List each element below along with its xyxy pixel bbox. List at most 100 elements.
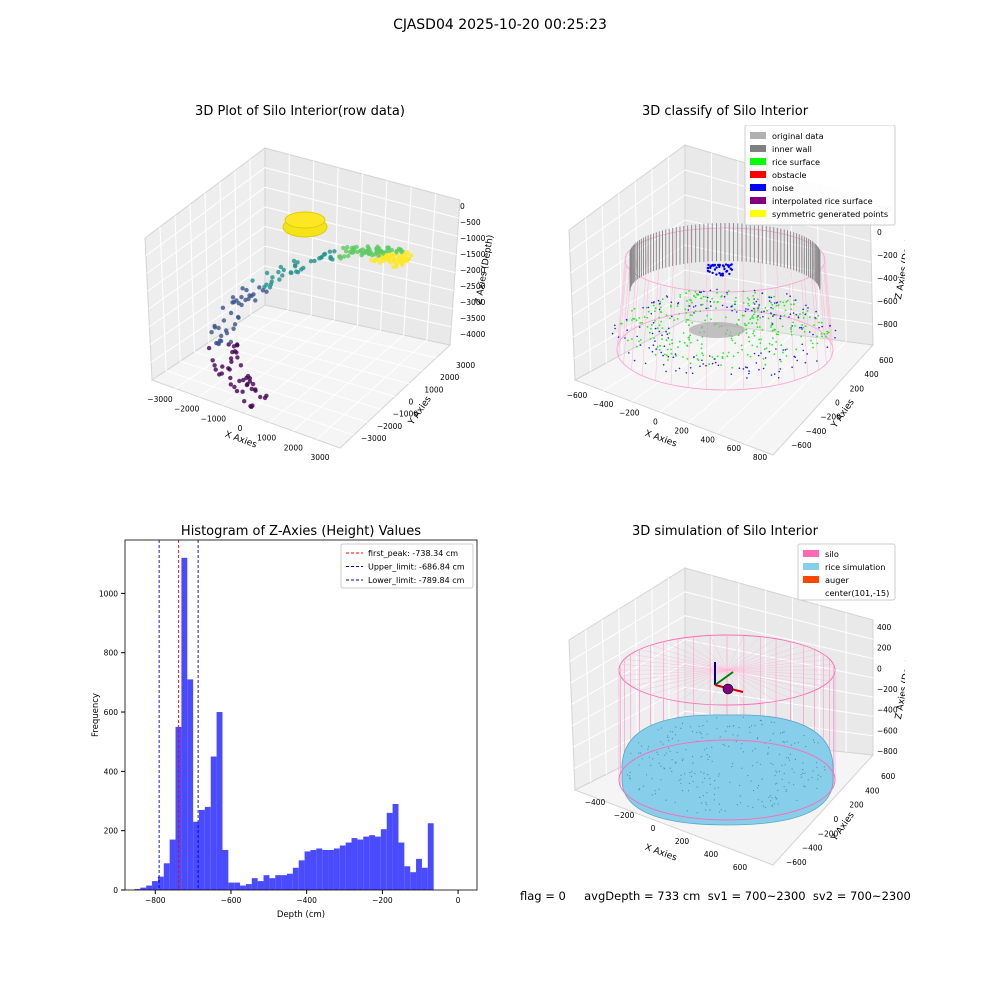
- data-point: [381, 258, 386, 263]
- rice-mesh-point: [781, 778, 783, 780]
- histogram-bar: [357, 839, 364, 890]
- data-point: [288, 270, 293, 275]
- noise-point: [801, 328, 803, 330]
- legend-label: center(101,-15): [825, 588, 889, 598]
- rice-surface-point: [742, 290, 745, 293]
- z-axis-label: Z Axies (Depth): [894, 649, 905, 720]
- noise-point: [735, 311, 738, 313]
- data-point: [381, 255, 386, 260]
- rice-mesh-point: [771, 797, 773, 799]
- rice-mesh-point: [700, 756, 702, 758]
- noise-point: [788, 316, 790, 318]
- rice-mesh-point: [705, 747, 707, 749]
- rice-surface-point: [633, 307, 636, 310]
- data-point: [220, 305, 226, 310]
- noise-point: [772, 315, 774, 317]
- data-point: [253, 388, 258, 393]
- rice-mesh-point: [732, 725, 734, 727]
- rice-surface-point: [702, 295, 705, 298]
- grid-line: [585, 217, 592, 372]
- rice-mesh-point: [779, 732, 782, 734]
- data-point: [227, 367, 232, 372]
- rice-mesh-point: [692, 762, 694, 764]
- grid-line: [601, 619, 607, 775]
- rice-mesh-point: [727, 726, 729, 728]
- rice-surface-point: [726, 355, 729, 358]
- x-tick-label: 400: [701, 435, 716, 444]
- rice-surface-point: [811, 342, 814, 345]
- grid-line: [249, 159, 252, 315]
- noise-point: [662, 364, 665, 366]
- rice-surface-point: [753, 330, 755, 332]
- data-point: [372, 258, 377, 264]
- histogram-bar: [169, 839, 176, 890]
- rice-surface-point: [793, 303, 795, 306]
- legend-label: first_peak: -738.34 cm: [368, 549, 458, 558]
- rice-surface-point: [782, 301, 785, 304]
- rice-surface-point: [816, 342, 819, 345]
- rice-mesh-point: [660, 765, 662, 767]
- rice-mesh-point: [638, 789, 640, 791]
- rice-mesh-point: [699, 731, 701, 733]
- noise-point: [763, 310, 765, 313]
- rice-mesh-point: [791, 768, 793, 770]
- noise-point: [688, 305, 691, 307]
- rice-surface-point: [700, 347, 703, 350]
- rice-surface-point: [677, 346, 679, 348]
- rice-mesh-point: [750, 725, 752, 727]
- grid-line: [651, 588, 655, 751]
- data-point: [239, 302, 244, 308]
- data-point: [360, 247, 366, 252]
- rice-surface-point: [749, 355, 752, 358]
- rice-surface-point: [804, 325, 807, 327]
- rice-mesh-point: [739, 784, 741, 787]
- rice-surface-point: [751, 315, 754, 318]
- legend-label: symmetric generated points: [772, 209, 888, 219]
- rice-surface-point: [700, 297, 702, 300]
- rice-surface-point: [761, 329, 764, 331]
- noise-point: [770, 312, 772, 314]
- legend-label: obstacle: [772, 170, 807, 180]
- rice-mesh-point: [758, 784, 760, 787]
- silo-wire: [639, 649, 728, 671]
- silo-wire: [726, 669, 745, 705]
- grid-line: [601, 205, 607, 363]
- x-tick-label: −600: [221, 896, 242, 905]
- silo-wire: [663, 641, 728, 671]
- rice-mesh-point: [701, 802, 703, 804]
- rice-mesh-point: [750, 780, 752, 782]
- noise-point: [718, 265, 721, 269]
- noise-point: [665, 370, 667, 373]
- data-point: [281, 267, 286, 273]
- rice-surface-point: [659, 300, 662, 303]
- noise-point: [708, 270, 711, 273]
- rice-surface-point: [783, 314, 786, 317]
- rice-surface-point: [794, 325, 796, 327]
- data-point: [246, 296, 251, 302]
- rice-surface-point: [707, 307, 709, 310]
- rice-mesh-point: [706, 754, 708, 756]
- rice-surface-point: [715, 307, 717, 310]
- noise-point: [677, 303, 679, 305]
- z-tick-label: 400: [877, 623, 892, 632]
- rice-mesh-point: [665, 752, 667, 754]
- x-tick-label: −2000: [174, 405, 200, 414]
- rice-surface-point: [667, 359, 669, 361]
- rice-mesh-point: [641, 758, 643, 760]
- rice-surface-point: [688, 338, 691, 341]
- rice-mesh-point: [785, 790, 787, 792]
- rice-surface-point: [660, 306, 662, 309]
- rice-mesh-point: [775, 770, 777, 772]
- rice-surface-point: [757, 298, 759, 301]
- rice-surface-point: [731, 339, 734, 342]
- rice-surface-point: [795, 348, 798, 351]
- rice-mesh-point: [722, 743, 724, 746]
- rice-surface-point: [687, 336, 690, 339]
- noise-point: [711, 271, 714, 275]
- rice-mesh-point: [716, 728, 718, 730]
- silo-wire: [801, 280, 808, 376]
- data-point: [247, 379, 253, 384]
- rice-mesh-point: [737, 735, 739, 737]
- x-axis-label: Depth (cm): [277, 910, 325, 920]
- histogram-bar: [333, 848, 340, 890]
